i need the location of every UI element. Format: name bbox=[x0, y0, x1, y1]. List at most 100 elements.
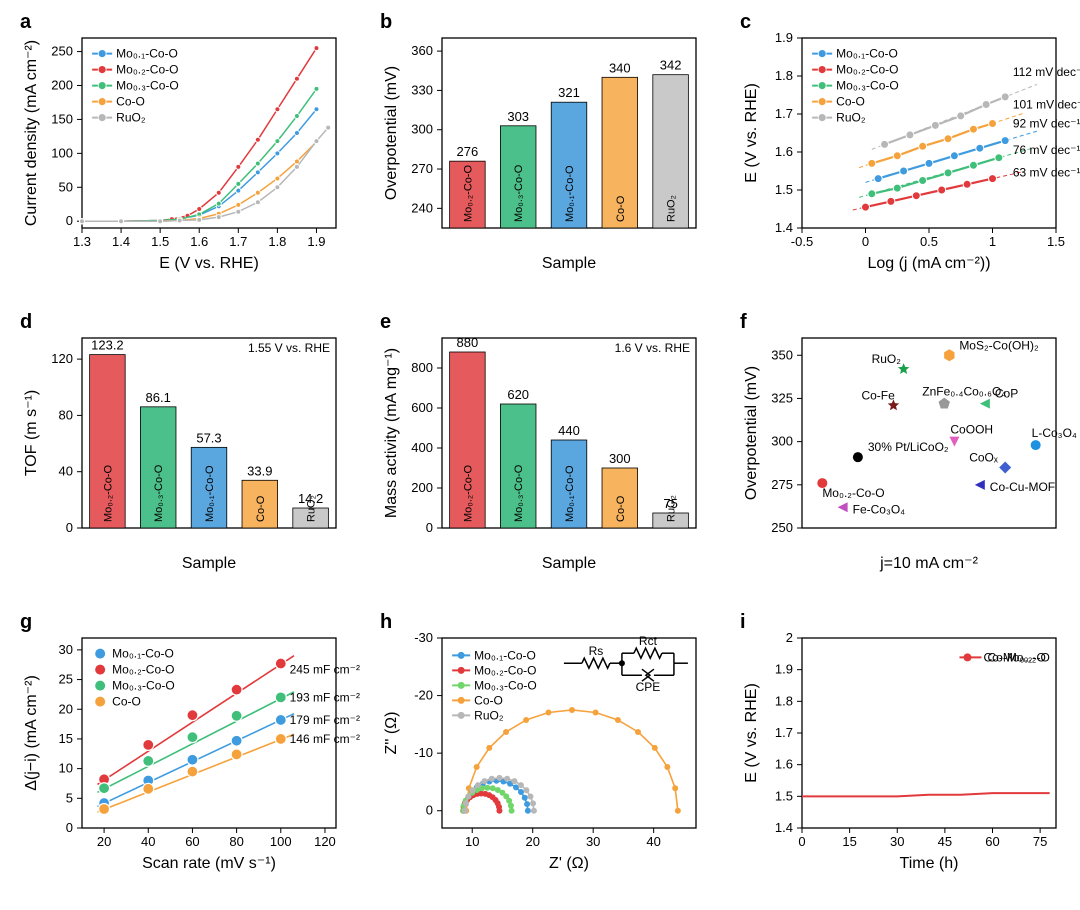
svg-text:350: 350 bbox=[771, 347, 793, 362]
svg-text:Mo₀.₃-Co-O: Mo₀.₃-Co-O bbox=[474, 678, 537, 692]
bar-category: Mo₀.₁-Co-O bbox=[204, 465, 216, 522]
legend-item: Mo₀.₁-Co-O bbox=[836, 47, 898, 61]
slope-anno: 179 mF cm⁻² bbox=[290, 713, 360, 727]
series-marker bbox=[294, 159, 299, 164]
series-line bbox=[802, 793, 1050, 796]
svg-text:5: 5 bbox=[66, 790, 73, 805]
series-marker bbox=[255, 200, 260, 205]
point bbox=[187, 732, 198, 743]
svg-text:RuO₂: RuO₂ bbox=[474, 708, 504, 722]
bar-value: 86.1 bbox=[146, 390, 171, 405]
svg-text:120: 120 bbox=[314, 834, 336, 849]
series-marker bbox=[995, 154, 1003, 162]
series-marker bbox=[862, 203, 870, 211]
series-marker bbox=[197, 217, 202, 222]
panel-annotation: 1.55 V vs. RHE bbox=[248, 341, 330, 355]
y-axis-label: TOF (m s⁻¹) bbox=[23, 390, 40, 476]
legend-item: Mo₀.₂-Co-O bbox=[116, 63, 178, 77]
svg-text:40: 40 bbox=[141, 834, 155, 849]
series-line bbox=[866, 179, 993, 208]
svg-text:30: 30 bbox=[586, 834, 600, 849]
svg-text:Mo₀.₃-Co-O: Mo₀.₃-Co-O bbox=[112, 679, 175, 693]
x-axis-label: Sample bbox=[542, 555, 596, 572]
bar-value: 340 bbox=[609, 60, 631, 75]
series-marker bbox=[255, 170, 260, 175]
svg-text:50: 50 bbox=[59, 179, 73, 194]
scatter-label: CoOₓ bbox=[969, 451, 998, 465]
bar-category: RuO₂ bbox=[666, 495, 678, 522]
x-axis-label: E (V vs. RHE) bbox=[159, 255, 259, 272]
panel-label: b bbox=[380, 11, 392, 33]
svg-text:2: 2 bbox=[786, 630, 793, 645]
svg-text:1.9: 1.9 bbox=[307, 234, 325, 249]
svg-text:30: 30 bbox=[59, 642, 73, 657]
y-axis-label: Δ(j−i) (mA cm⁻²) bbox=[23, 675, 40, 791]
svg-text:1.4: 1.4 bbox=[775, 820, 793, 835]
svg-text:30: 30 bbox=[890, 834, 904, 849]
svg-text:0: 0 bbox=[66, 520, 73, 535]
svg-text:1.5: 1.5 bbox=[151, 234, 169, 249]
slope-anno: 63 mV dec⁻¹ bbox=[1013, 166, 1080, 180]
svg-text:1.6: 1.6 bbox=[775, 757, 793, 772]
series-marker bbox=[236, 209, 241, 214]
point bbox=[187, 710, 198, 721]
panel-c: c-0.500.511.51.41.51.61.71.81.9Log (j (m… bbox=[740, 11, 1080, 272]
series-marker bbox=[1001, 137, 1009, 145]
series-marker bbox=[236, 188, 241, 193]
series-marker bbox=[982, 101, 990, 109]
bar-category: Mo₀.₁-Co-O bbox=[564, 165, 576, 222]
point bbox=[187, 754, 198, 765]
bar-category: RuO₂ bbox=[306, 495, 318, 522]
slope-anno: 245 mF cm⁻² bbox=[290, 663, 360, 677]
series-marker bbox=[294, 114, 299, 119]
svg-text:400: 400 bbox=[411, 440, 433, 455]
bar-category: Mo₀.₁-Co-O bbox=[564, 465, 576, 522]
svg-text:-20: -20 bbox=[414, 688, 433, 703]
series-marker bbox=[119, 219, 124, 224]
bar-value: 880 bbox=[457, 335, 479, 350]
panel-label: f bbox=[740, 311, 747, 333]
x-axis-label: Z' (Ω) bbox=[549, 855, 589, 872]
svg-text:1.3: 1.3 bbox=[73, 234, 91, 249]
series-marker bbox=[314, 107, 319, 112]
svg-text:-10: -10 bbox=[414, 745, 433, 760]
svg-text:250: 250 bbox=[51, 44, 73, 59]
slope-anno: 146 mF cm⁻² bbox=[290, 732, 360, 746]
y-axis-label: E (V vs. RHE) bbox=[743, 83, 760, 183]
bar-value: 300 bbox=[609, 451, 631, 466]
series-marker bbox=[881, 140, 889, 148]
series-marker bbox=[275, 185, 280, 190]
svg-text:1.7: 1.7 bbox=[775, 106, 793, 121]
svg-text:100: 100 bbox=[51, 145, 73, 160]
svg-text:Mo₀.₂-Co-O: Mo₀.₂-Co-O bbox=[474, 663, 536, 677]
svg-text:80: 80 bbox=[229, 834, 243, 849]
series-marker bbox=[989, 120, 997, 128]
slope-anno: 92 mV dec⁻¹ bbox=[1013, 116, 1080, 130]
svg-text:40: 40 bbox=[59, 464, 73, 479]
point bbox=[275, 733, 286, 744]
series-marker bbox=[275, 139, 280, 144]
slope-anno: 76 mV dec⁻¹ bbox=[1013, 143, 1080, 157]
y-axis-label: Overpotential (mV) bbox=[743, 366, 760, 500]
point bbox=[231, 735, 242, 746]
scatter-label: CoOOH bbox=[950, 423, 993, 437]
series-marker bbox=[216, 201, 221, 206]
panel-h: h102030400-10-20-30Z' (Ω)Z'' (Ω)Mo₀.₁-Co… bbox=[380, 611, 696, 872]
series-line bbox=[82, 89, 316, 221]
svg-text:40: 40 bbox=[646, 834, 660, 849]
legend: Mo₀.₁-Co-OMo₀.₂-Co-OMo₀.₃-Co-OCo-ORuO₂ bbox=[92, 47, 179, 125]
legend-item: Co-Mo₀.₂-O bbox=[987, 650, 1049, 664]
svg-text:200: 200 bbox=[51, 78, 73, 93]
bar-category: Co-O bbox=[255, 495, 267, 522]
scatter-label: L-Co₃O₄ bbox=[1032, 426, 1077, 440]
svg-text:120: 120 bbox=[51, 351, 73, 366]
series-marker bbox=[950, 152, 958, 160]
panel-label: h bbox=[380, 611, 392, 633]
svg-text:1.6: 1.6 bbox=[775, 144, 793, 159]
series-marker bbox=[197, 207, 202, 212]
point bbox=[275, 714, 286, 725]
series-line bbox=[82, 109, 316, 221]
scatter-label: 30% Pt/LiCoO₂ bbox=[868, 440, 949, 454]
svg-text:1: 1 bbox=[989, 234, 996, 249]
series-marker bbox=[938, 186, 946, 194]
